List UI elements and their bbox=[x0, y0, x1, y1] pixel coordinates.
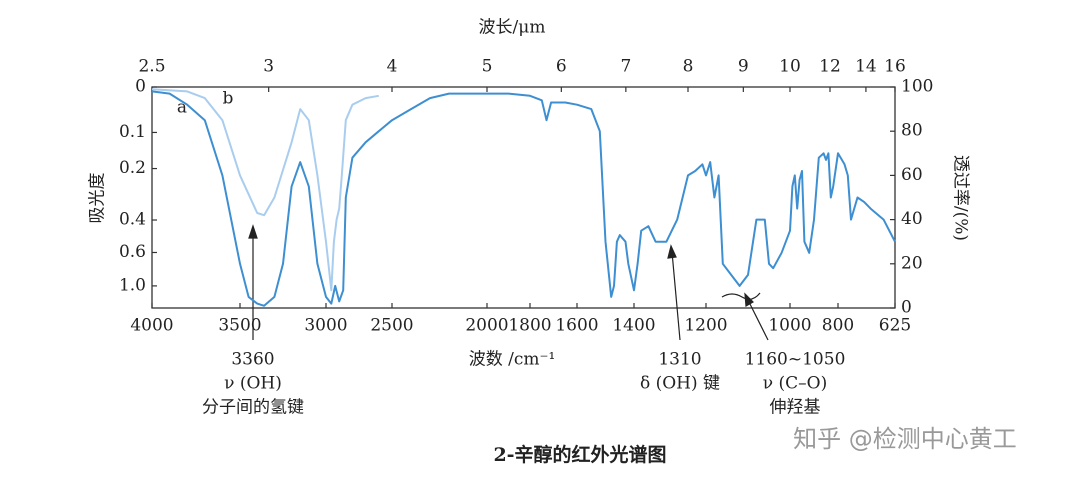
annotation: 3360 bbox=[231, 350, 274, 370]
x-tick-label: 3500 bbox=[218, 316, 261, 336]
annotation: ν (C–O) bbox=[763, 374, 827, 394]
series-label: b bbox=[223, 89, 234, 109]
brace bbox=[721, 292, 761, 300]
x-tick-label: 1000 bbox=[768, 316, 811, 336]
x2-tick-label: 8 bbox=[683, 57, 694, 77]
chart-title: 2-辛醇的红外光谱图 bbox=[493, 443, 666, 466]
x-tick-label: 2000 bbox=[465, 316, 508, 336]
x-tick-label: 1400 bbox=[612, 316, 655, 336]
x2-tick-label: 16 bbox=[884, 57, 906, 77]
y2-tick-label: 20 bbox=[901, 253, 923, 273]
y2-tick-label: 100 bbox=[901, 77, 933, 97]
annotation: ν (OH) bbox=[224, 374, 282, 394]
y2-tick-label: 80 bbox=[901, 121, 923, 141]
x2-tick-label: 9 bbox=[738, 57, 749, 77]
x-tick-label: 1200 bbox=[684, 316, 727, 336]
arrow-head bbox=[744, 292, 754, 307]
arrow bbox=[747, 299, 769, 341]
spectrum-line bbox=[151, 88, 379, 292]
y2-tick-label: 60 bbox=[901, 165, 923, 185]
x2-tick-label: 14 bbox=[855, 57, 877, 77]
y-tick-label: 0 bbox=[135, 77, 146, 97]
x-tick-label: 3000 bbox=[304, 316, 347, 336]
x2-tick-label: 7 bbox=[620, 57, 631, 77]
x2-tick-label: 6 bbox=[556, 57, 567, 77]
annotation: 1160~1050 bbox=[745, 350, 846, 370]
annotation: 1310 bbox=[658, 350, 701, 370]
y2-tick-label: 0 bbox=[901, 298, 912, 318]
x-axis-label: 波数 /cm⁻¹ bbox=[469, 350, 556, 370]
y2-tick-label: 40 bbox=[901, 209, 923, 229]
x2-tick-label: 12 bbox=[819, 57, 841, 77]
annotation: 分子间的氢键 bbox=[202, 398, 304, 418]
y2-axis-label: 透过率/(%) bbox=[951, 155, 971, 241]
plot-frame bbox=[151, 86, 896, 309]
y-tick-label: 0.6 bbox=[119, 242, 146, 262]
arrow-head bbox=[248, 224, 258, 239]
y-tick-label: 1.0 bbox=[119, 275, 146, 295]
annotation: 伸羟基 bbox=[770, 398, 821, 418]
x-tick-label: 625 bbox=[879, 316, 911, 336]
arrow bbox=[671, 251, 681, 341]
annotation: δ (OH) 键 bbox=[640, 374, 720, 394]
x-tick-label: 4000 bbox=[130, 316, 173, 336]
y-axis-label: 吸光度 bbox=[88, 173, 108, 224]
x-tick-label: 800 bbox=[822, 316, 854, 336]
y-tick-label: 0.2 bbox=[119, 158, 146, 178]
x2-tick-label: 5 bbox=[482, 57, 493, 77]
annotation-arrows bbox=[248, 224, 769, 341]
x2-tick-label: 4 bbox=[387, 57, 398, 77]
x2-tick-label: 2.5 bbox=[138, 57, 165, 77]
x-tick-label: 1800 bbox=[508, 316, 551, 336]
x2-tick-label: 10 bbox=[779, 57, 801, 77]
arrow-head bbox=[667, 244, 677, 259]
series-label: a bbox=[177, 98, 187, 118]
x2-tick-label: 3 bbox=[263, 57, 274, 77]
y-tick-label: 0.4 bbox=[119, 210, 146, 230]
spectrum-line bbox=[151, 90, 896, 307]
x-tick-label: 2500 bbox=[370, 316, 413, 336]
x-tick-label: 1600 bbox=[555, 316, 598, 336]
y-tick-label: 0.1 bbox=[119, 122, 146, 142]
watermark: 知乎 @检测中心黄工 bbox=[793, 425, 1017, 453]
x2-axis-label: 波长/μm bbox=[479, 18, 546, 38]
